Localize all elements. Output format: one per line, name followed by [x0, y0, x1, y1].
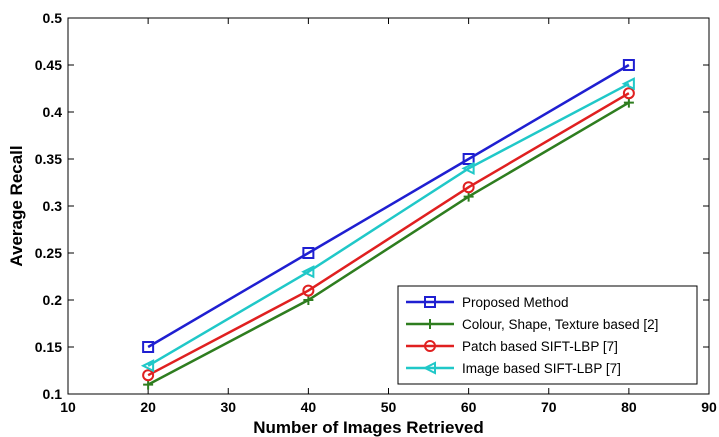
series-line [147, 92, 630, 377]
y-tick-label: 0.45 [35, 57, 62, 73]
legend-label: Colour, Shape, Texture based [2] [462, 317, 658, 332]
data-point [142, 369, 155, 382]
legend-swatch-marker [424, 340, 436, 352]
data-point [140, 359, 155, 373]
x-tick-label: 80 [621, 399, 637, 415]
data-point [623, 97, 634, 108]
series-3 [140, 77, 635, 373]
data-point [302, 247, 315, 259]
y-tick-label: 0.4 [43, 104, 63, 120]
y-axis-title: Average Recall [7, 145, 26, 266]
data-point [622, 59, 635, 71]
series-line [147, 101, 630, 386]
legend-swatch-marker [425, 319, 435, 329]
legend-label: Image based SIFT-LBP [7] [462, 361, 621, 376]
data-point [302, 284, 315, 297]
y-tick-label: 0.5 [43, 10, 63, 26]
x-tick-label: 40 [301, 399, 317, 415]
y-tick-label: 0.35 [35, 151, 62, 167]
data-point [303, 295, 314, 305]
data-point [142, 341, 155, 353]
x-tick-label: 70 [541, 399, 557, 415]
y-axis-ticks: 0.1 0.15 0.2 0.25 0.3 0.35 0.4 0.45 0.5 [35, 10, 709, 402]
legend-item: Patch based SIFT-LBP [7] [406, 339, 618, 354]
data-point [622, 87, 635, 100]
data-point [462, 153, 475, 165]
y-tick-label: 0.1 [43, 386, 63, 402]
y-tick-label: 0.15 [35, 339, 62, 355]
legend-item: Image based SIFT-LBP [7] [406, 361, 621, 376]
series-0 [142, 59, 635, 353]
y-tick-label: 0.25 [35, 245, 62, 261]
series-line [147, 82, 630, 367]
legend-swatch-marker [422, 361, 436, 375]
x-tick-label: 10 [60, 399, 76, 415]
data-point [621, 77, 635, 91]
legend-swatch-marker [424, 296, 436, 308]
data-point [462, 181, 475, 194]
series-1 [143, 97, 634, 390]
x-tick-label: 30 [220, 399, 236, 415]
y-tick-label: 0.2 [43, 292, 63, 308]
x-axis-title: Number of Images Retrieved [253, 418, 484, 437]
x-axis-ticks: 10 20 30 40 50 60 70 80 90 [60, 18, 717, 415]
series-line [147, 63, 630, 349]
series-layer [140, 59, 635, 390]
x-tick-label: 50 [381, 399, 397, 415]
data-point [463, 191, 474, 202]
data-point [461, 161, 475, 176]
legend-item: Proposed Method [406, 295, 569, 310]
legend-item: Colour, Shape, Texture based [2] [406, 317, 658, 332]
series-2 [142, 87, 635, 382]
data-point [301, 265, 315, 279]
x-tick-label: 90 [701, 399, 717, 415]
legend-label: Proposed Method [462, 295, 569, 310]
y-tick-label: 0.3 [43, 198, 63, 214]
legend: Proposed Method Colour, Shape, Texture ba… [397, 285, 698, 385]
legend-label: Patch based SIFT-LBP [7] [462, 339, 618, 354]
data-point [143, 379, 154, 390]
x-tick-label: 60 [461, 399, 477, 415]
x-tick-label: 20 [140, 399, 156, 415]
